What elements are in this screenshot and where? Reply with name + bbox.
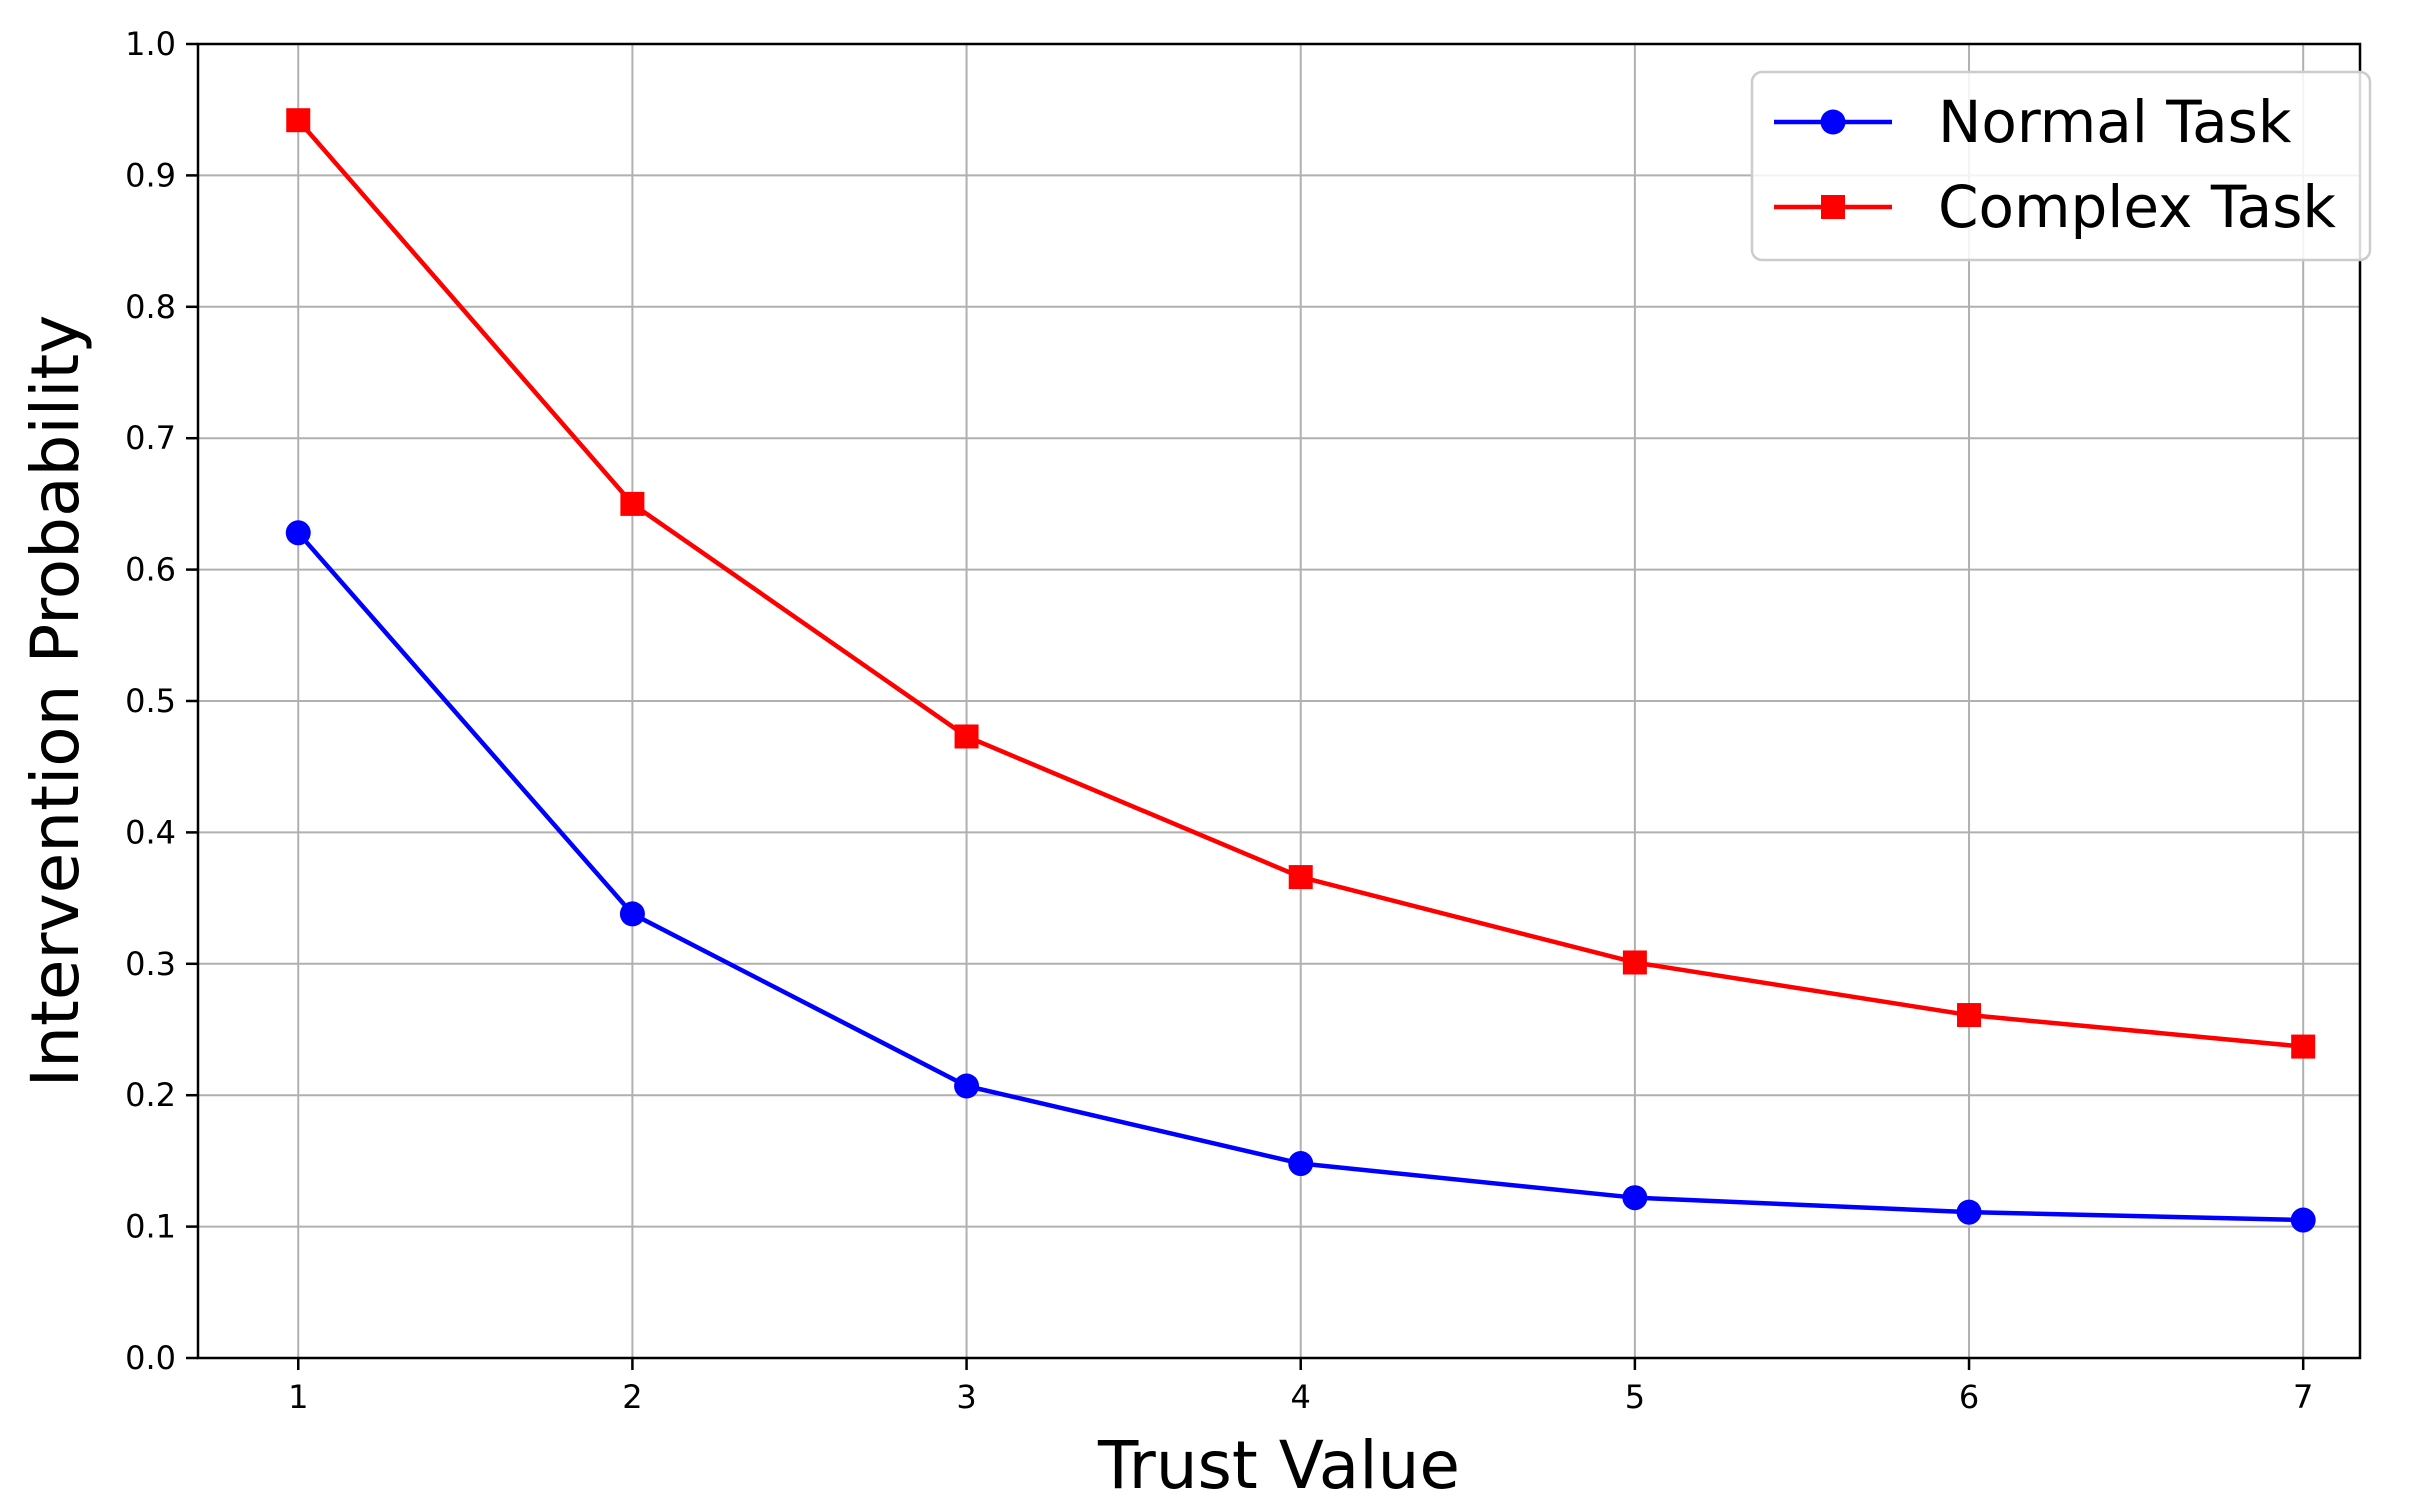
- data-point-circle: [1288, 1151, 1314, 1177]
- series-complex-task: [286, 108, 2316, 1059]
- data-point-circle: [954, 1073, 980, 1099]
- legend-label: Complex Task: [1938, 173, 2336, 241]
- data-point-square: [2291, 1034, 2316, 1059]
- data-point-square: [620, 491, 645, 516]
- legend-entry: Complex Task: [1774, 173, 2336, 241]
- y-axis-title: Intervention Probability: [17, 315, 94, 1088]
- y-tick-label: 0.2: [125, 1076, 176, 1114]
- series-layer: [285, 108, 2316, 1233]
- data-point-square: [1288, 865, 1313, 890]
- data-point-square: [1622, 950, 1647, 975]
- x-axis-title: Trust Value: [1097, 1427, 1460, 1504]
- y-tick-label: 0.5: [125, 682, 176, 720]
- legend: Normal Task Complex Task: [1750, 70, 2372, 262]
- x-tick-label: 6: [1959, 1378, 1979, 1416]
- legend-entry: Normal Task: [1774, 88, 2292, 156]
- y-tick-label: 0.3: [125, 945, 176, 983]
- legend-label: Normal Task: [1938, 88, 2292, 156]
- data-point-square: [954, 724, 979, 749]
- data-point-circle: [285, 520, 311, 546]
- y-tick-label: 0.9: [125, 156, 176, 194]
- data-point-square: [1957, 1003, 1982, 1028]
- data-point-circle: [1956, 1199, 1982, 1225]
- x-tick-label: 5: [1625, 1378, 1645, 1416]
- series-normal-task: [285, 520, 2316, 1233]
- y-tick-label: 0.8: [125, 288, 176, 326]
- legend-marker-circle: [1820, 109, 1846, 135]
- x-tick-label: 7: [2293, 1378, 2313, 1416]
- y-tick-label: 0.6: [125, 551, 176, 589]
- data-point-square: [286, 108, 311, 133]
- y-tick-label: 0.0: [125, 1339, 176, 1377]
- data-point-circle: [2290, 1207, 2316, 1233]
- y-tick-label: 0.7: [125, 419, 176, 457]
- y-tick-label: 0.4: [125, 813, 176, 851]
- x-tick-label: 4: [1291, 1378, 1311, 1416]
- legend-marker-square: [1821, 195, 1845, 219]
- x-tick-label: 2: [622, 1378, 642, 1416]
- legend-box: [1750, 70, 2372, 262]
- x-tick-label: 3: [956, 1378, 976, 1416]
- data-point-circle: [1622, 1185, 1648, 1211]
- x-tick-label: 1: [288, 1378, 308, 1416]
- data-point-circle: [619, 901, 645, 927]
- axis-ticks: 1 2 3 4 5 6 7 0.0 0.1 0.2 0.3 0.4 0.5 0.6 0.7 0.8 0.9 1.0: [125, 25, 2313, 1416]
- y-tick-label: 0.1: [125, 1208, 176, 1246]
- y-tick-label: 1.0: [125, 25, 176, 63]
